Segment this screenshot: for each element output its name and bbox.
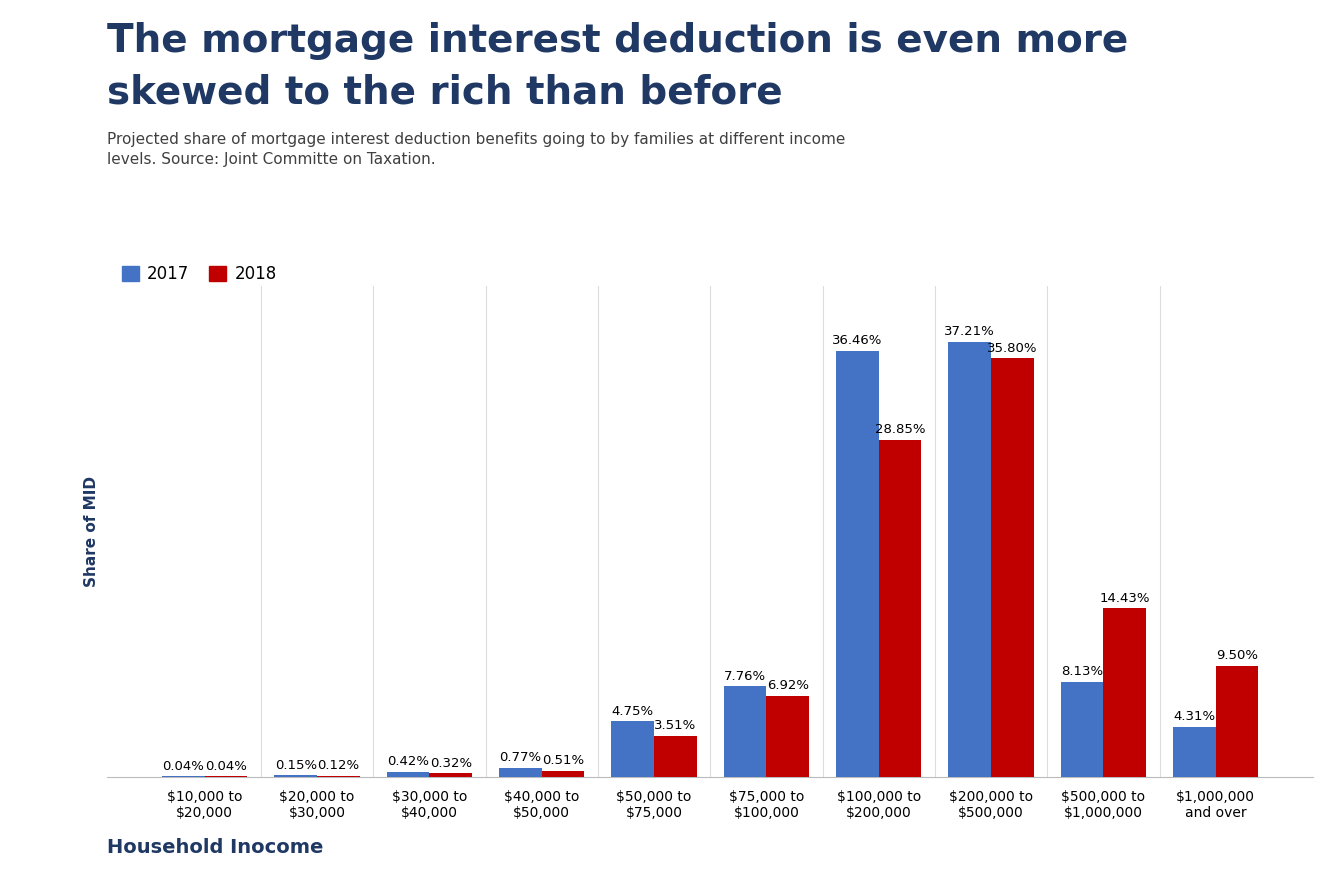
Text: 4.31%: 4.31%: [1174, 710, 1215, 723]
Bar: [654, 736, 697, 777]
Text: 14.43%: 14.43%: [1099, 592, 1150, 605]
Text: 6.92%: 6.92%: [766, 680, 809, 692]
Text: 7.76%: 7.76%: [724, 670, 766, 682]
Text: 0.32%: 0.32%: [430, 756, 472, 770]
Bar: [541, 771, 584, 777]
Bar: [387, 772, 429, 777]
Text: 37.21%: 37.21%: [945, 325, 996, 338]
Text: Household Inocome: Household Inocome: [107, 839, 323, 857]
Text: 0.04%: 0.04%: [205, 760, 247, 773]
Bar: [318, 775, 359, 777]
Text: 4.75%: 4.75%: [611, 705, 654, 718]
Text: 0.42%: 0.42%: [387, 755, 429, 769]
Text: 3.51%: 3.51%: [654, 720, 697, 732]
Bar: [429, 773, 472, 777]
Legend: 2017, 2018: 2017, 2018: [115, 258, 283, 289]
Text: 0.51%: 0.51%: [541, 755, 584, 767]
Text: 0.12%: 0.12%: [318, 759, 359, 772]
Text: 9.50%: 9.50%: [1215, 649, 1258, 663]
Bar: [1215, 666, 1258, 777]
Bar: [724, 686, 766, 777]
Text: The mortgage interest deduction is even more: The mortgage interest deduction is even …: [107, 22, 1128, 61]
Text: 35.80%: 35.80%: [988, 342, 1037, 355]
Text: 8.13%: 8.13%: [1061, 665, 1103, 679]
Bar: [836, 351, 879, 777]
Text: 0.15%: 0.15%: [275, 759, 316, 772]
Bar: [992, 358, 1033, 777]
Text: 28.85%: 28.85%: [875, 423, 926, 436]
Text: 0.77%: 0.77%: [500, 751, 541, 764]
Text: 0.04%: 0.04%: [162, 760, 204, 773]
Bar: [498, 768, 541, 777]
Text: Projected share of mortgage interest deduction benefits going to by families at : Projected share of mortgage interest ded…: [107, 132, 846, 167]
Bar: [1061, 682, 1103, 777]
Bar: [1172, 727, 1215, 777]
Bar: [611, 722, 654, 777]
Bar: [879, 439, 922, 777]
Y-axis label: Share of MID: Share of MID: [84, 476, 99, 587]
Bar: [766, 696, 809, 777]
Text: skewed to the rich than before: skewed to the rich than before: [107, 73, 783, 112]
Bar: [949, 342, 992, 777]
Text: 36.46%: 36.46%: [832, 334, 883, 347]
Bar: [1103, 608, 1146, 777]
Bar: [275, 775, 318, 777]
